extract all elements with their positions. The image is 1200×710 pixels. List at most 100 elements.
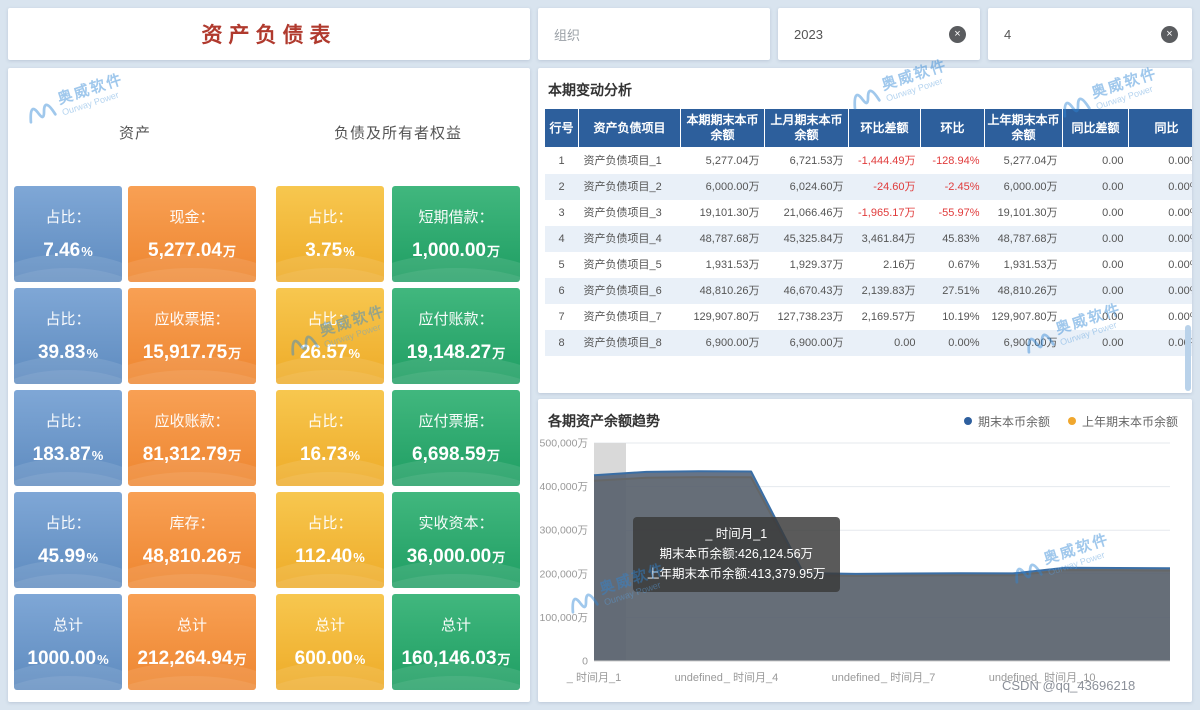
card-value: 39.83%: [37, 342, 99, 363]
csdn-watermark: CSDN @qq_43696218: [1002, 678, 1136, 693]
svg-text:400,000万: 400,000万: [540, 481, 588, 493]
card-value: 7.46%: [43, 240, 93, 261]
table-scrollbar[interactable]: [1185, 325, 1191, 391]
filter-org[interactable]: 组织: [538, 8, 770, 60]
table-cell: 6,900.00万: [680, 330, 765, 356]
liability-ratio-card: 占比： 16.73%: [276, 390, 384, 486]
table-cell: 7: [558, 311, 565, 323]
table-cell: 6,000.00万: [680, 174, 765, 200]
table-cell: 0.00: [1102, 311, 1124, 323]
change-analysis-panel: 本期变动分析 行号 资产负债项目 本期期末本币余额 上月期末本币余额 环比差额 环比 上年期…: [538, 68, 1192, 393]
liability-ratio-card: 总计 600.00%: [276, 594, 384, 690]
table-cell: 48,810.26万: [984, 278, 1063, 304]
card-label: 应付票据：: [418, 413, 494, 430]
column-header[interactable]: 行号: [544, 108, 579, 148]
legend-item-previous-year[interactable]: 上年期末本币余额: [1067, 413, 1178, 430]
table-cell: 0.00%: [1168, 259, 1192, 271]
table-cell: 0.00: [1062, 330, 1129, 356]
chart-plot[interactable]: 500,000万 400,000万 300,000万 200,000万 100,000万…: [538, 433, 1192, 695]
trend-chart-panel: 各期资产余额趋势 期末本币余额 上年期末本币余额 500,000万 400,000…: [538, 399, 1192, 702]
card-label: 库存：: [169, 515, 215, 532]
table-row[interactable]: 8 资产负债项目_8 6,900.00万 6,900.00万 0.00 0.00% 6,90…: [544, 330, 1192, 356]
svg-text:200,000万: 200,000万: [540, 568, 588, 580]
column-header[interactable]: 上月期末本币余额: [764, 108, 849, 148]
card-label: 总计: [176, 617, 207, 634]
table-cell: 6,000.00万: [984, 174, 1063, 200]
chart-legend: 期末本币余额 上年期末本币余额: [963, 413, 1178, 430]
column-header[interactable]: 环比差额: [848, 108, 921, 148]
table-row[interactable]: 5 资产负债项目_5 1,931.53万 1,929.37万 2.16万 0.67% 1,9…: [545, 252, 1192, 278]
card-value: 600.00%: [294, 648, 366, 669]
liability-value-card: 应付票据： 6,698.59万: [392, 390, 520, 486]
liability-group-header: 负债及所有者权益: [333, 125, 462, 142]
card-label: 占比：: [307, 311, 353, 328]
svg-text:_ 时间月_1: _ 时间月_1: [566, 671, 621, 684]
table-cell: 1,931.53万: [1003, 259, 1058, 271]
table-row[interactable]: 1 资产负债项目_1 5,277.04万 6,721.53万 -1,444.49万 -12…: [545, 148, 1192, 175]
card-label: 占比：: [45, 209, 91, 226]
liability-ratio-card: 占比： 26.57%: [276, 288, 384, 384]
card-label: 应收账款：: [154, 413, 230, 430]
column-header[interactable]: 本期期末本币余额: [680, 108, 765, 148]
asset-value-card: 应收票据： 15,917.75万: [128, 288, 256, 384]
card-value: 212,264.94万: [137, 648, 247, 669]
column-header[interactable]: 环比: [920, 108, 985, 148]
column-header[interactable]: 上年期末本币余额: [984, 108, 1063, 148]
card-label: 占比：: [307, 209, 353, 226]
card-value: 6,698.59万: [412, 444, 500, 465]
svg-text:undefined: undefined: [675, 672, 723, 684]
change-analysis-table: 行号 资产负债项目 本期期末本币余额 上月期末本币余额 环比差额 环比 上年期末本币余额 同比…: [544, 108, 1192, 356]
table-cell: 0.00%: [1128, 278, 1192, 304]
table-row[interactable]: 4 资产负债项目_4 48,787.68万 45,325.84万 3,461.84万 45…: [544, 226, 1192, 252]
table-cell: 0.00%: [1128, 174, 1192, 200]
svg-text:_ 时间月_7: _ 时间月_7: [880, 671, 935, 684]
asset-ratio-card: 占比： 45.99%: [14, 492, 122, 588]
column-header[interactable]: 同比差额: [1062, 108, 1129, 148]
card-value: 1000.00%: [27, 648, 109, 669]
card-label: 总计: [52, 617, 83, 634]
card-label: 占比：: [45, 413, 91, 430]
asset-ratio-card: 占比： 39.83%: [14, 288, 122, 384]
table-cell: 45.83%: [920, 226, 985, 252]
table-row[interactable]: 6 资产负债项目_6 48,810.26万 46,670.43万 2,139.83万 27…: [544, 278, 1192, 304]
liability-ratio-card: 占比： 112.40%: [276, 492, 384, 588]
asset-value-card: 总计 212,264.94万: [128, 594, 256, 690]
table-cell: 0.67%: [948, 259, 980, 271]
card-value: 112.40%: [295, 546, 365, 567]
table-cell: 4: [544, 226, 579, 252]
table-cell: 2,139.83万: [848, 278, 921, 304]
column-header[interactable]: 同比: [1128, 108, 1192, 148]
table-cell: 8: [544, 330, 579, 356]
table-wrap: 行号 资产负债项目 本期期末本币余额 上月期末本币余额 环比差额 环比 上年期末本币余额 同比…: [544, 108, 1192, 356]
clear-icon[interactable]: ×: [1161, 25, 1178, 43]
filter-org-placeholder: 组织: [554, 27, 581, 43]
table-cell: 48,787.68万: [680, 226, 765, 252]
table-cell: 0.00%: [1128, 330, 1192, 356]
legend-item-current[interactable]: 期末本币余额: [963, 413, 1050, 430]
table-cell: 6,721.53万: [789, 155, 844, 167]
table-cell: 48,810.26万: [680, 278, 765, 304]
table-cell: 0.00: [1102, 155, 1124, 167]
table-row[interactable]: 3 资产负债项目_3 19,101.30万 21,066.46万 -1,965.17万 -…: [545, 200, 1192, 226]
filter-month[interactable]: 4 ×: [988, 8, 1192, 60]
table-cell: 6,900.00万: [764, 330, 849, 356]
filter-year[interactable]: 2023 ×: [778, 8, 980, 60]
table-row[interactable]: 7 资产负债项目_7 129,907.80万 127,738.23万 2,169.57万…: [545, 304, 1192, 330]
table-cell: 资产负债项目_7: [583, 311, 662, 323]
card-label: 应收票据：: [154, 311, 230, 328]
clear-icon[interactable]: ×: [949, 25, 966, 43]
card-value: 183.87%: [32, 444, 104, 465]
column-header[interactable]: 资产负债项目: [578, 108, 681, 148]
card-value: 48,810.26万: [142, 546, 242, 567]
chart-title: 各期资产余额趋势: [548, 413, 660, 429]
table-row[interactable]: 2 资产负债项目_2 6,000.00万 6,024.60万 -24.60万 -2.45%…: [544, 174, 1192, 200]
table-cell: -128.94%: [932, 155, 980, 167]
svg-text:300,000万: 300,000万: [540, 525, 588, 537]
table-cell: -24.60万: [848, 174, 921, 200]
table-cell: 1,929.37万: [789, 259, 844, 271]
asset-ratio-card: 占比： 183.87%: [14, 390, 122, 486]
liability-ratio-card: 占比： 3.75%: [276, 186, 384, 282]
asset-ratio-card: 占比： 7.46%: [14, 186, 122, 282]
svg-text:_ 时间月_4: _ 时间月_4: [723, 671, 778, 684]
table-cell: 19,101.30万: [699, 207, 760, 219]
